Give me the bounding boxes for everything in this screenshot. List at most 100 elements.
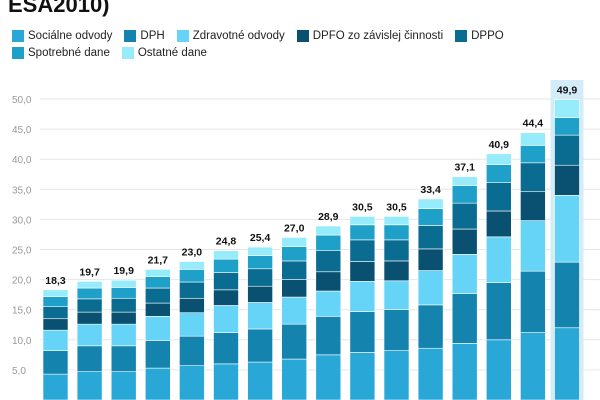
bar-total-label: 30,5	[352, 201, 373, 213]
bar-segment	[145, 269, 171, 277]
bar-segment	[315, 316, 342, 356]
bar-total-label: 44,4	[523, 118, 544, 130]
bar-total-label: 27,0	[284, 222, 305, 234]
legend-label: DPFO zo závislej činnosti	[312, 30, 444, 42]
bar-segment	[76, 345, 103, 373]
bar-segment	[554, 195, 580, 263]
bar-total-label: 23,0	[182, 247, 203, 259]
bar-segment	[213, 250, 239, 260]
bar-segment	[179, 335, 205, 366]
bar-segment	[42, 350, 69, 375]
bar-segment	[110, 323, 137, 347]
legend-label: DPH	[140, 30, 165, 42]
bar-segment	[179, 312, 205, 337]
bar-segment	[383, 280, 410, 310]
bar-segment	[349, 224, 376, 241]
legend-label: Ostatné dane	[137, 47, 207, 59]
bar-segment	[485, 153, 512, 165]
bar-segment	[451, 202, 478, 230]
bar-segment	[42, 296, 69, 307]
legend-swatch	[124, 30, 137, 42]
bar-segment	[520, 332, 546, 400]
bar-segment	[76, 323, 103, 347]
bar-segment	[383, 239, 410, 262]
bar-total-label: 33,4	[420, 184, 441, 196]
legend-item-dpfo: DPFO zo závislej činnosti	[296, 30, 444, 42]
legend-swatch	[12, 47, 24, 59]
bar-segment	[451, 228, 478, 255]
legend-swatch	[296, 30, 309, 42]
bar-segment	[554, 99, 580, 118]
bar-segment	[520, 270, 546, 333]
bar-segment	[213, 289, 239, 306]
bar-segment	[179, 365, 205, 400]
y-tick-label: 45,0	[12, 125, 32, 136]
chart-title: ESA2010)	[8, 0, 110, 17]
bar-segment	[247, 246, 273, 256]
bar-segment	[315, 225, 342, 236]
bar-segment	[554, 134, 580, 166]
bar-segment	[42, 373, 69, 400]
bar-segment	[417, 270, 444, 306]
bar-segment	[451, 343, 478, 400]
bar-total-label: 30,5	[386, 201, 407, 213]
bar-segment	[145, 316, 171, 341]
bar-segment	[76, 298, 103, 313]
legend-label: Spotrebné dane	[28, 47, 110, 59]
bar-total-label: 21,7	[148, 254, 169, 266]
bar-segment	[485, 236, 512, 283]
legend-label: Zdravotné odvody	[192, 30, 285, 42]
legend-item-dppo: DPPO	[455, 30, 504, 42]
bar-total-label: 28,9	[318, 211, 339, 223]
y-tick-label: 15,0	[12, 306, 32, 317]
legend-swatch	[12, 30, 24, 42]
bar-segment	[110, 287, 137, 299]
bar-segment	[383, 216, 410, 226]
y-tick-label: 40,0	[12, 155, 32, 166]
bar-segment	[281, 260, 308, 280]
bar-segment	[349, 216, 376, 226]
bar-segment	[554, 117, 580, 136]
bar-segment	[42, 289, 69, 297]
bar-segment	[76, 371, 103, 400]
y-tick-label: 10,0	[12, 336, 32, 347]
bar-total-label: 18,3	[45, 275, 66, 287]
bar-segment	[383, 350, 410, 400]
bar-segment	[110, 311, 137, 325]
bar-segment	[247, 302, 273, 330]
y-tick-label: 5,0	[12, 366, 26, 377]
bar-segment	[179, 261, 205, 270]
bar-segment	[554, 164, 580, 196]
bar-segment	[451, 293, 478, 344]
bar-segment	[315, 290, 342, 317]
bar-segment	[417, 347, 444, 400]
bar-segment	[145, 302, 171, 317]
legend-swatch	[455, 30, 468, 42]
bar-segment	[315, 250, 342, 273]
bar-segment	[281, 358, 308, 400]
bar-total-label: 37,1	[454, 162, 475, 174]
bar-total-label: 24,8	[216, 236, 237, 248]
bar-segment	[281, 296, 308, 325]
legend-item-dph: DPH	[124, 30, 165, 42]
legend-item-spotrebne-dane: Spotrebné dane	[12, 47, 110, 59]
y-tick-label: 25,0	[12, 246, 32, 257]
legend-swatch	[121, 47, 134, 59]
bar-total-label: 19,7	[79, 266, 100, 278]
bar-segment	[451, 254, 478, 294]
bar-segment	[485, 182, 512, 212]
legend-label: Sociálne odvody	[28, 30, 113, 42]
y-tick-label: 50,0	[12, 95, 32, 106]
y-tick-label: 30,0	[12, 215, 32, 226]
bar-segment	[42, 329, 69, 351]
bar-segment	[42, 306, 69, 320]
bar-segment	[417, 198, 444, 209]
bar-segment	[520, 162, 546, 193]
bar-segment	[417, 208, 444, 226]
bar-segment	[383, 260, 410, 282]
bar-segment	[76, 287, 103, 300]
bar-segment	[485, 210, 512, 238]
bar-segment	[281, 323, 308, 360]
legend-item-socialne-odvody: Sociálne odvody	[12, 30, 112, 42]
bar-segment	[213, 332, 239, 365]
